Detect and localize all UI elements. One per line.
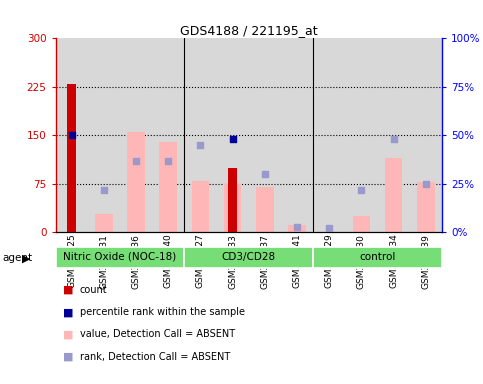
Point [68,132,75,139]
Text: percentile rank within the sample: percentile rank within the sample [80,307,245,317]
Text: count: count [80,285,107,295]
Bar [288,225,306,232]
Point [326,225,333,232]
Text: control: control [359,252,396,262]
FancyBboxPatch shape [313,247,442,268]
Point [132,157,140,164]
Bar [385,158,402,232]
Point [100,187,108,193]
Bar [67,84,76,232]
Text: value, Detection Call = ABSENT: value, Detection Call = ABSENT [80,329,235,339]
Text: ▶: ▶ [22,253,30,263]
Bar [353,216,370,232]
Text: ■: ■ [63,352,73,362]
Bar [95,214,113,232]
Text: agent: agent [2,253,32,263]
Bar [159,142,177,232]
Bar [224,184,242,232]
Point [197,142,204,148]
Bar [192,180,209,232]
Point [293,223,301,230]
Point [164,157,172,164]
Text: rank, Detection Call = ABSENT: rank, Detection Call = ABSENT [80,352,230,362]
Point [229,136,237,142]
Bar [127,132,145,232]
Text: Nitric Oxide (NOC-18): Nitric Oxide (NOC-18) [63,252,177,262]
Bar [228,168,238,232]
Bar [417,182,435,232]
Title: GDS4188 / 221195_at: GDS4188 / 221195_at [180,24,317,37]
FancyBboxPatch shape [56,247,185,268]
Text: ■: ■ [63,329,73,339]
Point [261,171,269,177]
Text: ■: ■ [63,285,73,295]
Point [422,181,430,187]
Bar [256,187,274,232]
Text: ■: ■ [63,307,73,317]
FancyBboxPatch shape [185,247,313,268]
Point [357,187,365,193]
Point [390,136,398,142]
Text: CD3/CD28: CD3/CD28 [222,252,276,262]
